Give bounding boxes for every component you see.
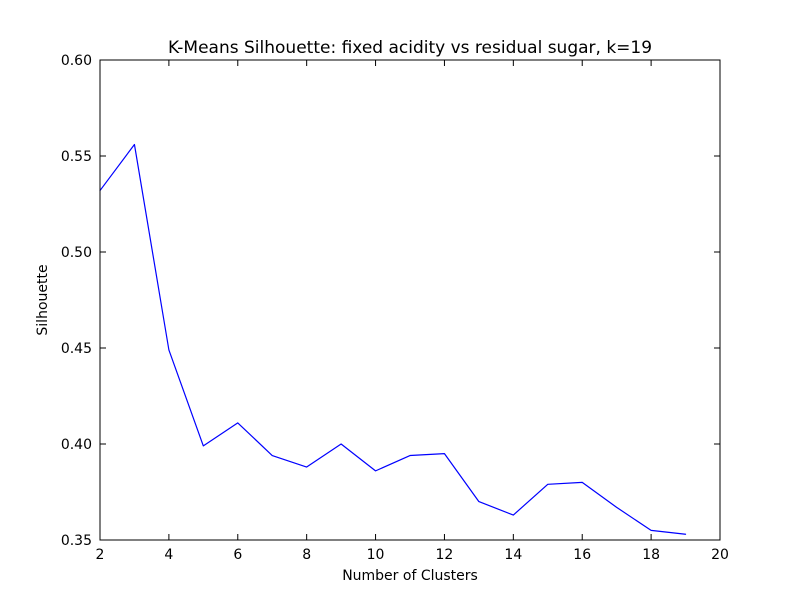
y-tick-label: 0.50 (61, 245, 92, 261)
x-tick-label: 20 (711, 547, 729, 563)
x-axis-label: Number of Clusters (342, 568, 478, 584)
y-axis-label: Silhouette (35, 264, 51, 335)
x-tick-label: 12 (436, 547, 454, 563)
y-tick-label: 0.35 (61, 533, 92, 549)
x-tick-label: 2 (96, 547, 105, 563)
plot-area-background (100, 60, 720, 540)
plot-area (99, 59, 721, 541)
y-tick-label: 0.60 (61, 53, 92, 69)
x-tick-label: 14 (504, 547, 522, 563)
x-tick-label: 6 (233, 547, 242, 563)
silhouette-series-line (99, 143, 687, 535)
x-tick-label: 8 (302, 547, 311, 563)
y-tick-label: 0.40 (61, 437, 92, 453)
x-tick-label: 4 (164, 547, 173, 563)
plot-frame (99, 59, 721, 541)
y-tick-label: 0.55 (61, 149, 92, 165)
x-tick-label: 18 (642, 547, 660, 563)
x-tick-label: 16 (573, 547, 591, 563)
x-tick-labels: 2 4 6 8 10 12 14 16 18 20 (96, 547, 729, 563)
y-tick-label: 0.45 (61, 341, 92, 357)
x-tick-label: 10 (367, 547, 385, 563)
y-tick-labels: 0.35 0.40 0.45 0.50 0.55 0.60 (61, 53, 92, 549)
series-layer (99, 143, 687, 535)
chart-title: K-Means Silhouette: fixed acidity vs res… (168, 38, 652, 58)
